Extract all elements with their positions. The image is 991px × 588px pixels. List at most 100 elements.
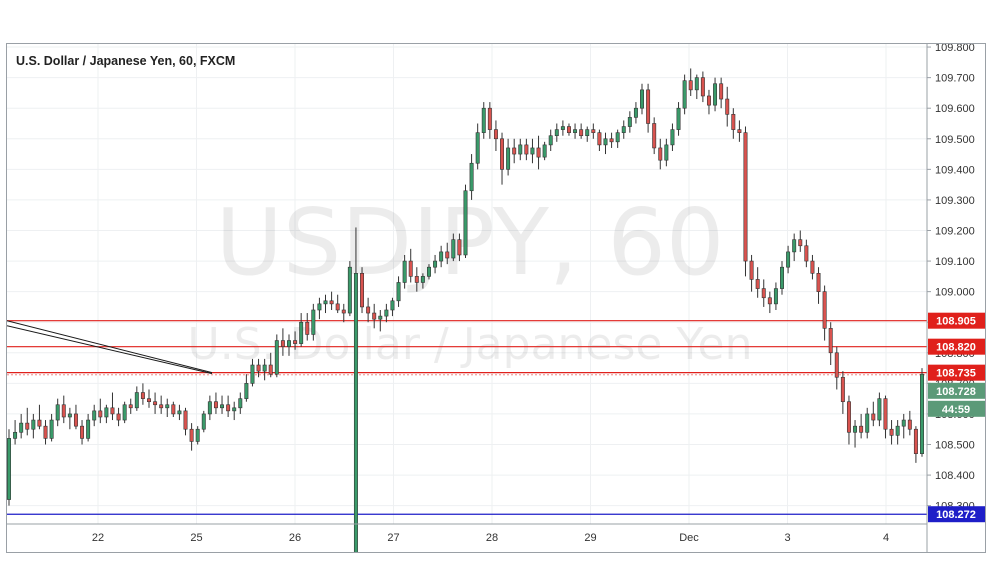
watermark-name: U.S. Dollar / Japanese Yen xyxy=(188,319,753,370)
candle-body xyxy=(895,425,900,436)
candle-body xyxy=(792,239,797,253)
candle-body xyxy=(640,89,644,109)
candle-body xyxy=(287,340,291,347)
candle-body xyxy=(232,407,237,412)
candle-body xyxy=(609,138,614,143)
y-tick-label: 109.200 xyxy=(935,225,975,237)
candle-body xyxy=(189,428,194,442)
candle-body xyxy=(384,309,389,317)
current-price-tag: 108.728 xyxy=(936,386,976,398)
candle-body xyxy=(859,425,864,433)
candle-body xyxy=(207,401,212,415)
candle-body xyxy=(786,251,791,268)
candle-body xyxy=(147,398,151,403)
candle-body xyxy=(682,80,687,109)
candle-body xyxy=(311,309,316,335)
candle-body xyxy=(299,321,304,344)
candle-body xyxy=(414,276,419,283)
candle-body xyxy=(433,260,438,268)
candle-body xyxy=(500,138,504,170)
candle-body xyxy=(913,428,918,454)
candle-body xyxy=(664,144,669,161)
trendline-lower xyxy=(7,325,213,375)
candle-body xyxy=(548,135,553,146)
trendlines[interactable] xyxy=(7,320,213,375)
candle-body xyxy=(7,438,11,500)
candle-body xyxy=(591,129,596,133)
candle-body xyxy=(244,383,249,399)
time-axis[interactable]: 22 25 26 27 28 29 Dec 3 4 xyxy=(92,532,889,544)
candle-body xyxy=(676,107,681,130)
candle-body xyxy=(98,410,103,418)
candle-body xyxy=(439,251,444,262)
candle-body xyxy=(560,126,565,130)
candle-body xyxy=(213,401,218,409)
candle-body xyxy=(445,251,450,259)
candle-body xyxy=(293,340,298,344)
price-tag-bg xyxy=(928,364,985,381)
candle-body xyxy=(262,364,267,372)
candle-body xyxy=(804,245,809,262)
candle-body xyxy=(396,282,401,302)
price-tag: 108.820 xyxy=(936,342,976,354)
candle-body xyxy=(773,288,778,305)
candle-body xyxy=(177,410,182,415)
candle-body xyxy=(749,260,754,280)
x-tick-label: 3 xyxy=(784,532,790,544)
current-price-tag-bg xyxy=(928,382,985,399)
y-tick-label: 108.400 xyxy=(935,470,975,482)
y-tick-label: 109.700 xyxy=(935,73,975,85)
candle-body xyxy=(128,404,133,409)
price-tag-bg xyxy=(928,506,985,523)
candle-body xyxy=(627,117,632,127)
x-tick-label: 22 xyxy=(92,532,104,544)
candle-body xyxy=(907,419,912,430)
candle-body xyxy=(329,300,334,305)
candle-body xyxy=(566,126,571,133)
candle-body xyxy=(901,419,906,427)
grid-lines xyxy=(7,44,927,524)
candle-body xyxy=(92,410,97,421)
candle-body xyxy=(828,328,833,354)
candle-body xyxy=(390,300,395,311)
candle-body xyxy=(603,138,608,146)
candle-body xyxy=(201,413,206,430)
candle-body xyxy=(378,315,383,320)
candle-body xyxy=(347,266,352,314)
candle-body xyxy=(767,297,772,305)
candle-body xyxy=(37,419,42,427)
candle-body xyxy=(670,129,675,146)
candlestick-chart[interactable]: USDJPY, 60 U.S. Dollar / Japanese Yen 10… xyxy=(7,44,985,552)
candle-body xyxy=(530,147,535,155)
candle-body xyxy=(280,340,285,347)
candle-body xyxy=(80,425,85,439)
watermark-symbol: USDJPY, 60 xyxy=(216,189,725,296)
candle-body xyxy=(408,260,413,277)
candle-body xyxy=(73,413,78,427)
candle-body xyxy=(706,95,711,106)
chart-title: U.S. Dollar / Japanese Yen, 60, FXCM xyxy=(16,54,235,68)
candle-body xyxy=(372,312,377,320)
y-tick-label: 108.500 xyxy=(935,440,975,452)
candle-body xyxy=(25,422,30,430)
candle-body xyxy=(737,129,742,133)
candle-body xyxy=(61,404,66,418)
candle-body xyxy=(67,413,72,418)
candle-body xyxy=(713,83,718,106)
price-axis[interactable]: 109.800 109.700 109.600 109.500 109.400 109.3… xyxy=(927,44,975,513)
y-tick-label: 109.300 xyxy=(935,195,975,207)
candle-body xyxy=(305,321,310,335)
candle-body xyxy=(31,419,36,430)
candle-body xyxy=(49,419,54,439)
support-resistance-lines[interactable] xyxy=(7,320,927,515)
candle-body xyxy=(798,239,803,247)
candle-body xyxy=(633,107,638,118)
candle-body xyxy=(493,129,498,140)
x-tick-label: 25 xyxy=(190,532,202,544)
candle-body xyxy=(816,272,821,292)
candle-body xyxy=(834,352,839,378)
candle-body xyxy=(700,77,705,97)
candle-body xyxy=(597,132,602,146)
candle-body xyxy=(877,398,882,421)
x-tick-label: 28 xyxy=(486,532,498,544)
